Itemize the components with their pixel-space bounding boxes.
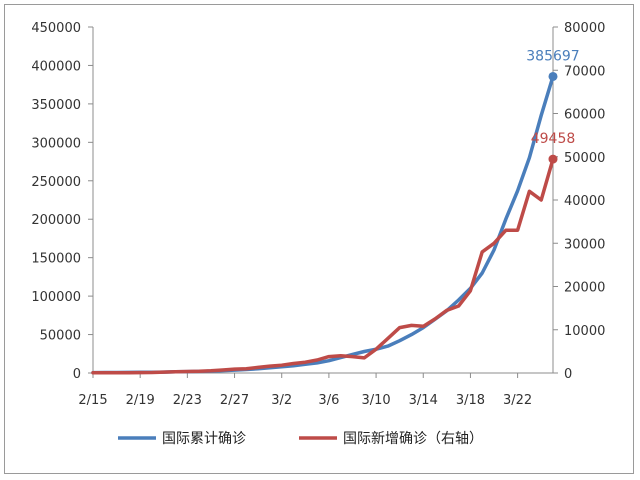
legend-label-1: 国际累计确诊 bbox=[162, 431, 246, 447]
right-tick-label: 50000 bbox=[564, 151, 605, 166]
left-tick-label: 50000 bbox=[40, 329, 81, 344]
right-tick-label: 80000 bbox=[564, 21, 605, 36]
x-tick-label: 3/10 bbox=[361, 393, 390, 408]
right-tick-label: 70000 bbox=[564, 64, 605, 79]
legend: 国际累计确诊 国际新增确诊（右轴） bbox=[118, 431, 483, 447]
x-tick-label: 2/23 bbox=[173, 393, 202, 408]
left-tick-label: 150000 bbox=[31, 252, 81, 267]
left-tick-label: 200000 bbox=[31, 213, 81, 228]
left-tick-label: 300000 bbox=[31, 136, 81, 151]
left-tick-label: 100000 bbox=[31, 290, 81, 305]
right-tick-label: 0 bbox=[564, 367, 572, 382]
series-line-1 bbox=[91, 74, 555, 375]
axes bbox=[92, 27, 554, 374]
left-tick-label: 450000 bbox=[31, 21, 81, 36]
x-tick-label: 3/18 bbox=[456, 393, 485, 408]
left-tick-label: 400000 bbox=[31, 59, 81, 74]
right-tick-label: 30000 bbox=[564, 237, 605, 252]
left-tick-label: 250000 bbox=[31, 175, 81, 190]
series-end-point-1 bbox=[548, 71, 558, 81]
series-end-point-2 bbox=[548, 154, 558, 164]
x-tick-label: 3/14 bbox=[409, 393, 438, 408]
chart-frame bbox=[4, 4, 634, 474]
x-tick-label: 3/22 bbox=[503, 393, 532, 408]
x-tick-label: 2/15 bbox=[78, 393, 107, 408]
right-tick-label: 20000 bbox=[564, 281, 605, 296]
left-axis-ticks: 0 50000 100000 150000 200000 250000 300000 3500… bbox=[31, 21, 93, 382]
left-tick-label: 350000 bbox=[31, 98, 81, 113]
right-tick-label: 60000 bbox=[564, 108, 605, 123]
series-end-label-1: 385697 bbox=[526, 48, 579, 64]
series-line-2 bbox=[91, 157, 555, 375]
x-tick-label: 2/27 bbox=[220, 393, 249, 408]
right-tick-label: 10000 bbox=[564, 324, 605, 339]
x-tick-label: 2/19 bbox=[126, 393, 155, 408]
legend-label-2: 国际新增确诊（右轴） bbox=[343, 431, 483, 447]
series-layer: 385697 49458 bbox=[91, 48, 580, 375]
x-tick-label: 3/2 bbox=[271, 393, 292, 408]
right-tick-label: 40000 bbox=[564, 194, 605, 209]
right-axis-ticks: 0 10000 20000 30000 40000 50000 60000 70000 8000… bbox=[553, 21, 605, 382]
series-end-label-2: 49458 bbox=[531, 131, 576, 147]
left-tick-label: 0 bbox=[73, 367, 81, 382]
x-axis-ticks: 2/15 2/19 2/23 2/27 3/2 3/6 3/10 3/14 3/18 3/22 bbox=[78, 373, 532, 408]
x-tick-label: 3/6 bbox=[318, 393, 339, 408]
